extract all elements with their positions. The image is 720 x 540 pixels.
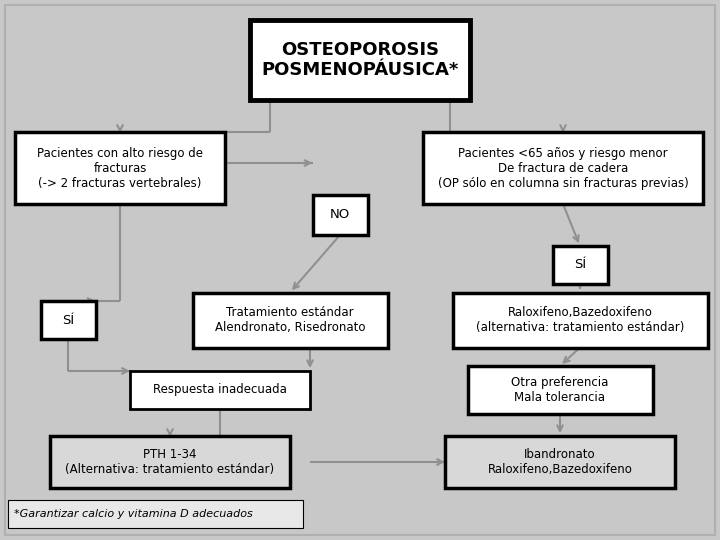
Bar [467,366,652,414]
Text: Otra preferencia
Mala tolerancia: Otra preferencia Mala tolerancia [511,376,608,404]
Bar [15,132,225,204]
Text: PTH 1-34
(Alternativa: tratamiento estándar): PTH 1-34 (Alternativa: tratamiento están… [66,448,274,476]
Bar [445,436,675,488]
Text: OSTEOPOROSIS
POSMENOPÁUSICA*: OSTEOPOROSIS POSMENOPÁUSICA* [261,40,459,79]
Bar [130,371,310,409]
Text: Pacientes con alto riesgo de
fracturas
(-> 2 fracturas vertebrales): Pacientes con alto riesgo de fracturas (… [37,146,203,190]
Bar [552,246,608,284]
Text: SÍ: SÍ [574,259,586,272]
Bar [250,20,470,100]
Bar [423,132,703,204]
Text: Respuesta inadecuada: Respuesta inadecuada [153,383,287,396]
Text: *Garantizar calcio y vitamina D adecuados: *Garantizar calcio y vitamina D adecuado… [14,509,253,519]
Text: NO: NO [330,208,350,221]
Bar [312,195,367,235]
Bar [8,500,303,528]
Text: Raloxifeno,Bazedoxifeno
(alternativa: tratamiento estándar): Raloxifeno,Bazedoxifeno (alternativa: tr… [476,306,684,334]
Text: Ibandronato
Raloxifeno,Bazedoxifeno: Ibandronato Raloxifeno,Bazedoxifeno [487,448,632,476]
Text: SÍ: SÍ [62,314,74,327]
Bar [192,293,387,348]
Bar [452,293,708,348]
Bar [40,301,96,339]
Bar [50,436,290,488]
Text: Tratamiento estándar
Alendronato, Risedronato: Tratamiento estándar Alendronato, Risedr… [215,306,365,334]
Text: Pacientes <65 años y riesgo menor
De fractura de cadera
(OP sólo en columna sin : Pacientes <65 años y riesgo menor De fra… [438,146,688,190]
